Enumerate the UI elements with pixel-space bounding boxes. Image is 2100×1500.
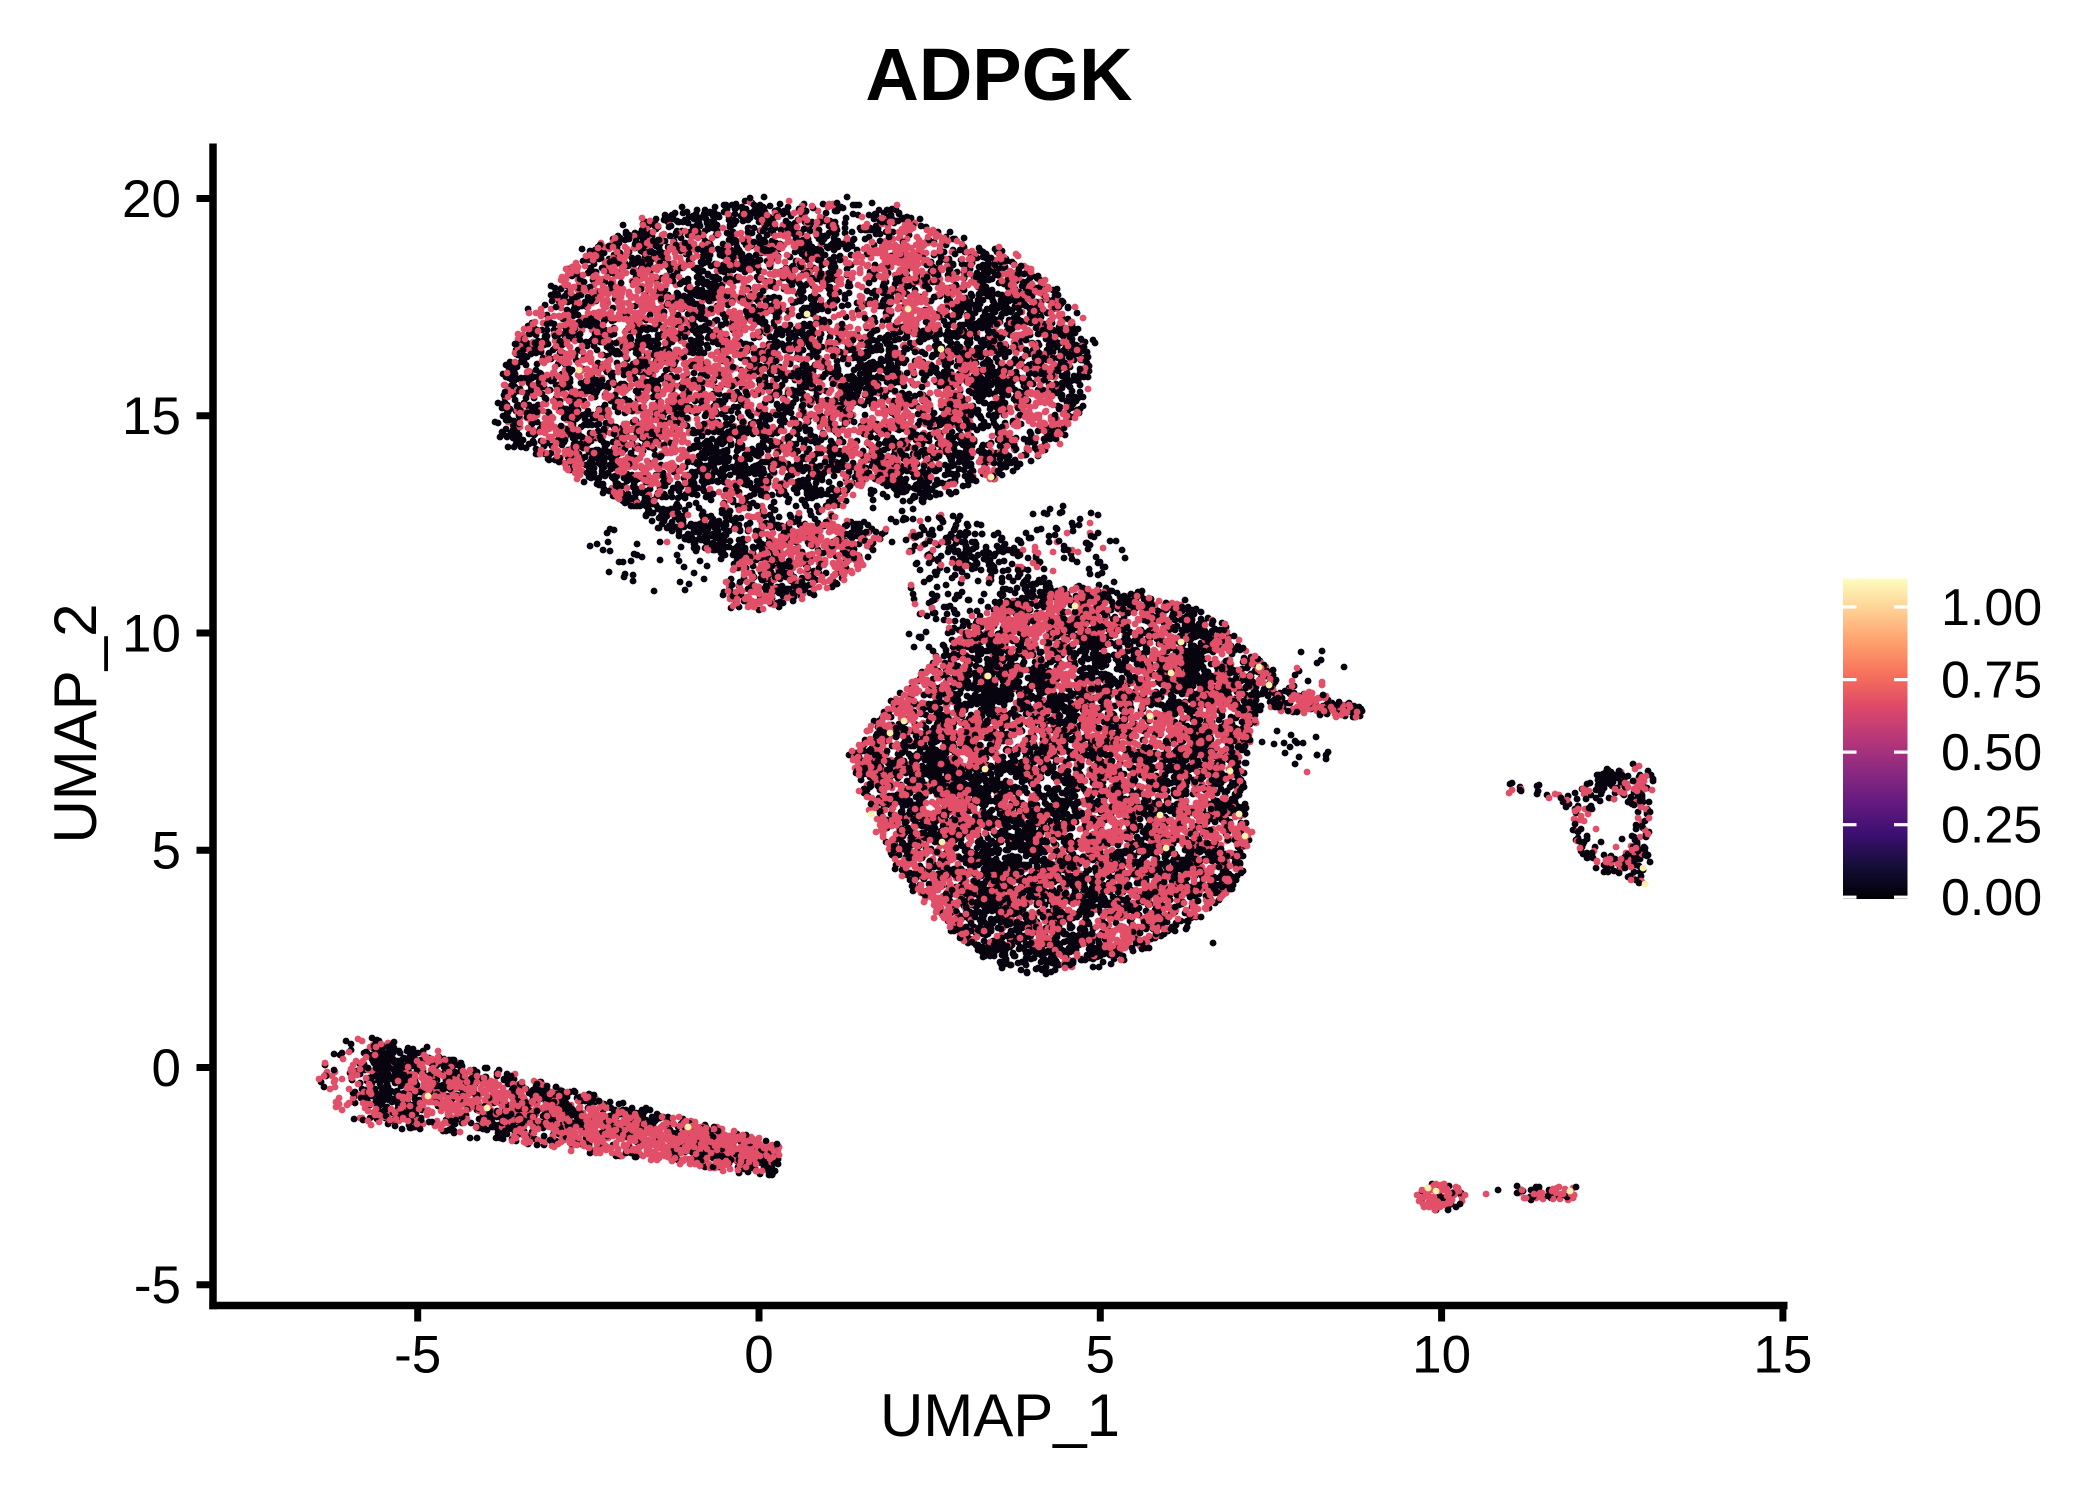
svg-text:5: 5 xyxy=(1086,1326,1115,1385)
svg-text:1.00: 1.00 xyxy=(1941,579,2042,637)
svg-text:UMAP_1: UMAP_1 xyxy=(880,1382,1120,1449)
svg-text:5: 5 xyxy=(152,822,181,881)
svg-text:10: 10 xyxy=(1412,1326,1471,1385)
svg-text:0.50: 0.50 xyxy=(1941,724,2042,782)
svg-text:15: 15 xyxy=(122,387,181,446)
svg-text:0.25: 0.25 xyxy=(1941,797,2042,855)
svg-text:ADPGK: ADPGK xyxy=(865,33,1132,116)
svg-text:0: 0 xyxy=(152,1039,181,1098)
svg-text:0.75: 0.75 xyxy=(1941,652,2042,710)
svg-text:UMAP_2: UMAP_2 xyxy=(42,603,109,843)
svg-text:0.00: 0.00 xyxy=(1941,869,2042,927)
svg-text:15: 15 xyxy=(1753,1326,1812,1385)
svg-text:0: 0 xyxy=(744,1326,773,1385)
svg-text:20: 20 xyxy=(122,170,181,229)
svg-text:-5: -5 xyxy=(134,1256,181,1315)
svg-text:10: 10 xyxy=(122,604,181,663)
svg-text:-5: -5 xyxy=(394,1326,441,1385)
